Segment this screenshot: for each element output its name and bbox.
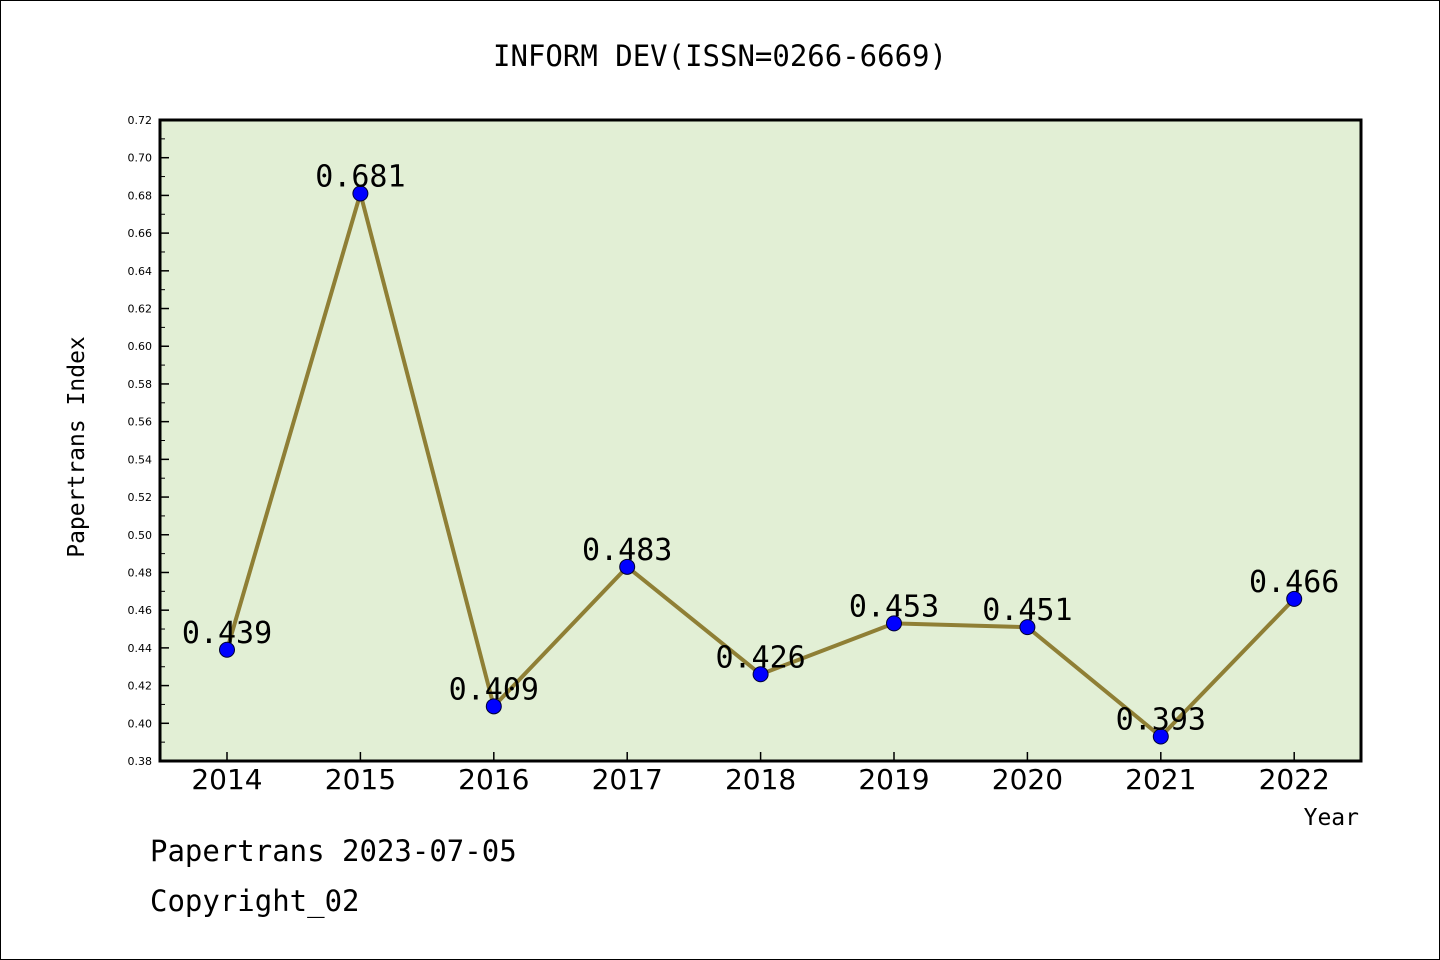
x-tick-label: 2014 [191,763,262,796]
chart-title: INFORM DEV(ISSN=0266-6669) [493,39,947,73]
x-tick-label: 2019 [858,763,929,796]
y-tick-label: 0.40 [128,717,153,730]
y-tick-label: 0.50 [128,529,153,542]
y-tick-label: 0.72 [128,114,153,127]
footer-copyright-text: Copyright_02 [150,884,360,918]
y-tick-label: 0.62 [128,303,153,316]
x-tick-label: 2015 [325,763,396,796]
x-tick-label: 2016 [458,763,529,796]
x-axis-label: Year [1304,805,1359,831]
x-tick-label: 2020 [992,763,1063,796]
y-axis-ticks: 0.38 0.40 0.42 0.44 0.46 0.48 0.50 0.52 0.54 0.56… [128,114,169,768]
data-point-marker [619,558,636,575]
data-point-label: 0.439 [182,616,272,651]
data-point-marker [1152,728,1169,745]
plot-area [158,118,1363,763]
y-tick-label: 0.54 [128,453,153,466]
y-tick-label: 0.60 [128,340,153,353]
x-axis-ticks: 2014 2015 2016 2017 2018 2019 2020 2021 2022 [191,752,1330,796]
y-tick-label: 0.58 [128,378,153,391]
y-tick-label: 0.64 [128,265,153,278]
data-point-marker [1019,619,1036,636]
series-layer [219,185,1303,745]
y-tick-label: 0.52 [128,491,153,504]
data-point-label: 0.466 [1249,565,1339,600]
x-tick-label: 2018 [725,763,796,796]
data-point-marker [752,666,769,683]
data-point-label: 0.426 [715,640,805,675]
y-tick-label: 0.38 [128,755,153,768]
x-tick-label: 2017 [592,763,663,796]
y-tick-label: 0.56 [128,416,153,429]
data-point-marker [485,698,502,715]
footer-date-text: Papertrans 2023-07-05 [150,834,517,868]
y-tick-label: 0.70 [128,152,153,165]
data-point-label: 0.681 [315,160,405,195]
y-tick-label: 0.46 [128,604,153,617]
data-point-marker [352,185,369,202]
y-tick-label: 0.44 [128,642,153,655]
y-tick-label: 0.42 [128,680,153,693]
y-tick-label: 0.48 [128,566,153,579]
y-tick-label: 0.68 [128,189,153,202]
data-point-marker [886,615,902,632]
data-point-label: 0.393 [1116,702,1206,737]
data-point-label: 0.453 [849,589,939,624]
y-tick-label: 0.66 [128,227,153,240]
data-point-label: 0.409 [449,672,539,707]
data-point-marker [219,641,235,658]
data-point-marker [1286,590,1303,607]
data-labels: 0.439 0.681 0.409 0.483 0.426 0.453 0.451 0.393… [182,160,1340,738]
data-point-label: 0.483 [582,533,672,568]
y-axis-label: Papertrans Index [64,336,90,558]
x-tick-label: 2022 [1259,763,1330,796]
data-point-label: 0.451 [982,593,1072,628]
x-tick-label: 2021 [1125,763,1196,796]
